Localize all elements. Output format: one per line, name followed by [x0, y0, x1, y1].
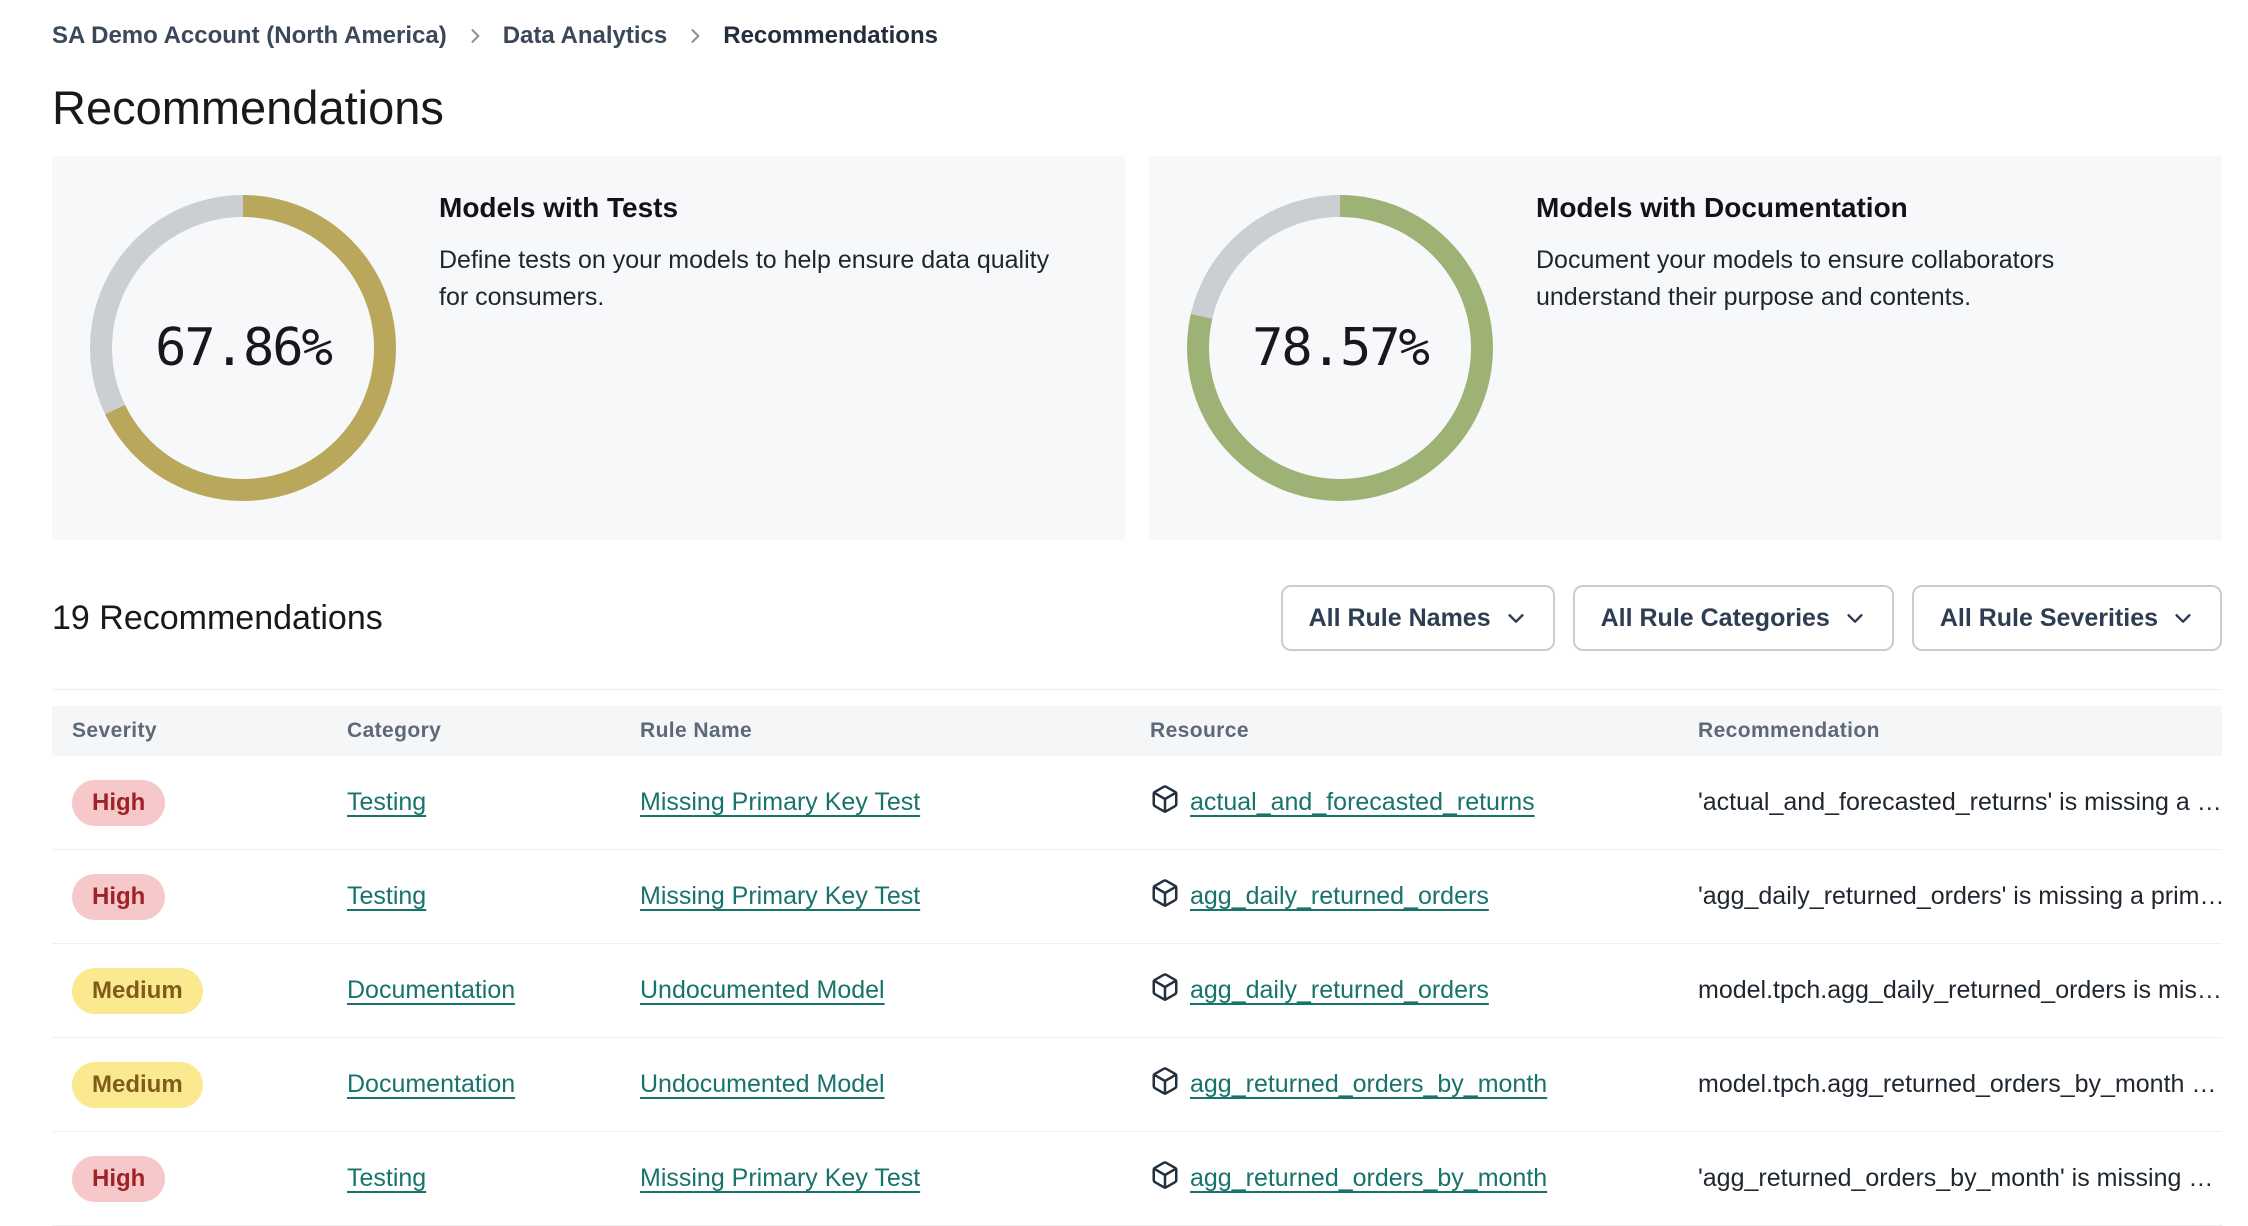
recommendation-text: 'agg_daily_returned_orders' is missing a…	[1698, 882, 2222, 910]
tests-card-description: Define tests on your models to help ensu…	[439, 246, 1050, 311]
column-header-rule-name: Rule Name	[640, 719, 753, 742]
resource-link[interactable]: agg_daily_returned_orders	[1190, 882, 1489, 910]
recommendation-text: 'actual_and_forecasted_returns' is missi…	[1698, 788, 2222, 816]
column-header-recommendation: Recommendation	[1698, 719, 1880, 742]
chevron-right-icon	[465, 26, 485, 46]
column-header-severity: Severity	[72, 719, 157, 742]
documentation-card-title: Models with Documentation	[1536, 192, 1908, 223]
category-link[interactable]: Documentation	[347, 976, 516, 1004]
resource-link[interactable]: agg_returned_orders_by_month	[1190, 1070, 1548, 1098]
recommendation-text: model.tpch.agg_returned_orders_by_month …	[1698, 1070, 2217, 1098]
chevron-down-icon	[1844, 607, 1866, 629]
recommendations-count-title: 19 Recommendations	[52, 598, 383, 637]
category-link[interactable]: Testing	[347, 788, 427, 816]
rule-name-link[interactable]: Missing Primary Key Test	[640, 1164, 921, 1192]
category-link[interactable]: Documentation	[347, 1070, 516, 1098]
rule-severities-filter[interactable]: All Rule Severities	[1911, 585, 2222, 651]
breadcrumb-current: Recommendations	[723, 22, 938, 49]
severity-badge: Medium	[72, 967, 203, 1014]
documentation-donut-chart: 78.57%	[1187, 195, 1493, 501]
table-row: Medium Documentation Undocumented Model …	[52, 1038, 2222, 1132]
table-row: High Testing Missing Primary Key Test ag…	[52, 1132, 2222, 1226]
table-row: High Testing Missing Primary Key Test ac…	[52, 756, 2222, 850]
chevron-down-icon	[2172, 607, 2194, 629]
chevron-right-icon	[685, 26, 705, 46]
recommendation-text: model.tpch.agg_daily_returned_orders is …	[1698, 976, 2222, 1004]
tests-card-title: Models with Tests	[439, 192, 679, 223]
metric-cards: 67.86% Models with Tests Define tests on…	[52, 156, 2222, 540]
rule-name-link[interactable]: Missing Primary Key Test	[640, 788, 921, 816]
recommendations-list-header: 19 Recommendations All Rule Names All Ru…	[52, 585, 2222, 651]
category-link[interactable]: Testing	[347, 882, 427, 910]
severity-badge: High	[72, 779, 166, 826]
breadcrumb: SA Demo Account (North America) Data Ana…	[52, 22, 2222, 50]
severity-badge: Medium	[72, 1061, 203, 1108]
rule-name-link[interactable]: Undocumented Model	[640, 976, 885, 1004]
rule-name-link[interactable]: Undocumented Model	[640, 1070, 885, 1098]
severity-badge: High	[72, 873, 166, 920]
rule-categories-filter[interactable]: All Rule Categories	[1572, 585, 1894, 651]
table-row: Medium Documentation Undocumented Model …	[52, 944, 2222, 1038]
tests-donut-chart: 67.86%	[90, 195, 396, 501]
table-row: High Testing Missing Primary Key Test ag…	[52, 850, 2222, 944]
cube-icon	[1150, 878, 1180, 915]
breadcrumb-account[interactable]: SA Demo Account (North America)	[52, 22, 447, 49]
category-link[interactable]: Testing	[347, 1164, 427, 1192]
resource-link[interactable]: actual_and_forecasted_returns	[1190, 788, 1535, 816]
documentation-percent-value: 78.57%	[1252, 318, 1430, 378]
table-header-row: Severity Category Rule Name Resource Rec…	[52, 706, 2222, 756]
column-header-resource: Resource	[1150, 719, 1249, 742]
resource-link[interactable]: agg_daily_returned_orders	[1190, 976, 1489, 1004]
models-with-tests-card: 67.86% Models with Tests Define tests on…	[52, 156, 1125, 540]
rule-name-link[interactable]: Missing Primary Key Test	[640, 882, 921, 910]
cube-icon	[1150, 1160, 1180, 1197]
resource-link[interactable]: agg_returned_orders_by_month	[1190, 1164, 1548, 1192]
filter-bar: All Rule Names All Rule Categories All R…	[1280, 585, 2222, 651]
breadcrumb-project[interactable]: Data Analytics	[502, 22, 668, 49]
severity-badge: High	[72, 1155, 166, 1202]
recommendations-table: Severity Category Rule Name Resource Rec…	[52, 689, 2222, 1226]
cube-icon	[1150, 1066, 1180, 1103]
cube-icon	[1150, 784, 1180, 821]
models-with-documentation-card: 78.57% Models with Documentation Documen…	[1149, 156, 2222, 540]
tests-percent-value: 67.86%	[155, 318, 333, 378]
column-header-category: Category	[347, 719, 442, 742]
chevron-down-icon	[1505, 607, 1527, 629]
page-title: Recommendations	[52, 81, 444, 134]
documentation-card-description: Document your models to ensure collabora…	[1536, 246, 2055, 311]
recommendation-text: 'agg_returned_orders_by_month' is missin…	[1698, 1164, 2214, 1192]
rule-names-filter[interactable]: All Rule Names	[1280, 585, 1555, 651]
cube-icon	[1150, 972, 1180, 1009]
